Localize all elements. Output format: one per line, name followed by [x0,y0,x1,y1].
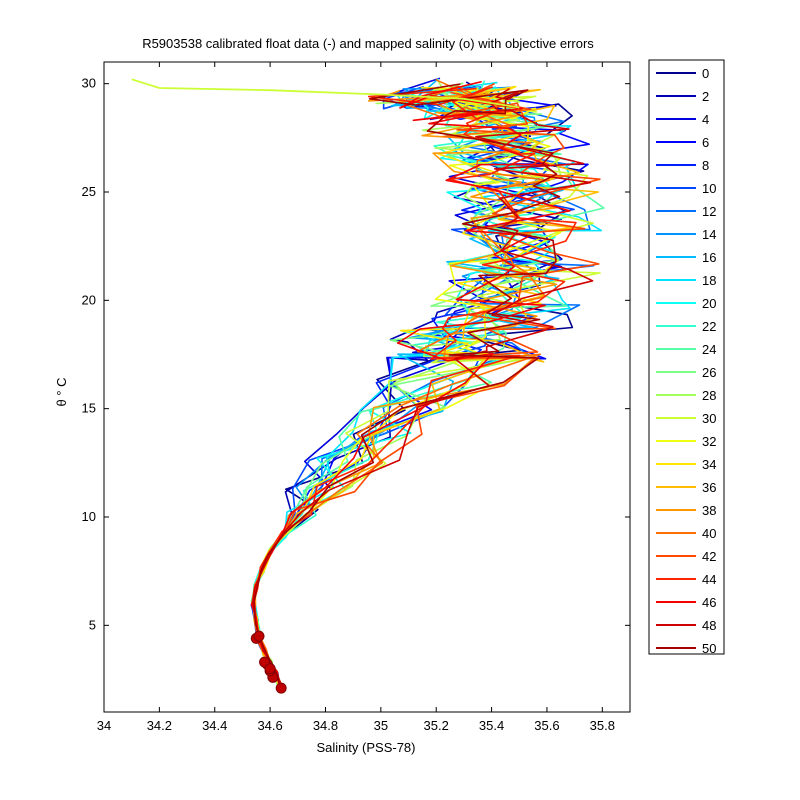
profile-line-50 [253,83,561,691]
x-tick-label: 35.8 [590,718,615,733]
legend-label: 34 [702,457,716,472]
y-tick-label: 10 [82,509,96,524]
y-tick-label: 20 [82,292,96,307]
legend-label: 10 [702,181,716,196]
legend-label: 42 [702,549,716,564]
legend-label: 26 [702,365,716,380]
legend-label: 32 [702,434,716,449]
legend-label: 48 [702,618,716,633]
mapped-salinity-point [264,663,276,675]
x-tick-label: 35.6 [534,718,559,733]
legend-label: 4 [702,112,709,127]
x-tick-label: 35.2 [424,718,449,733]
x-tick-label: 35.4 [479,718,504,733]
x-axis-ticks: 34 34.2 34.4 34.6 34.8 35 35.2 35.4 35.6 35.8 [97,62,615,733]
chart-title: R5903538 calibrated float data (-) and m… [142,36,594,51]
legend-label: 28 [702,388,716,403]
legend-label: 18 [702,273,716,288]
legend-label: 16 [702,250,716,265]
legend-label: 6 [702,135,709,150]
markers-layer [250,630,287,694]
x-axis-label: Salinity (PSS-78) [317,740,416,755]
legend-label: 22 [702,319,716,334]
profiles-layer [131,77,605,694]
legend-label: 30 [702,411,716,426]
y-tick-label: 25 [82,184,96,199]
surface-outlier-line [131,78,520,109]
x-tick-label: 35 [374,718,388,733]
legend-label: 50 [702,641,716,656]
legend-label: 24 [702,342,716,357]
y-axis-ticks: 5 10 15 20 25 30 [82,76,630,632]
legend-label: 8 [702,158,709,173]
y-tick-label: 5 [89,617,96,632]
x-tick-label: 34.2 [147,718,172,733]
x-tick-label: 34.4 [202,718,227,733]
legend-label: 40 [702,526,716,541]
legend-label: 46 [702,595,716,610]
legend-label: 12 [702,204,716,219]
x-tick-label: 34 [97,718,111,733]
profile-line-48 [252,88,594,690]
legend-label: 44 [702,572,716,587]
x-tick-label: 34.8 [313,718,338,733]
y-tick-label: 15 [82,401,96,416]
legend-label: 36 [702,480,716,495]
legend-label: 0 [702,66,709,81]
plot-area [103,61,631,713]
legend: 0246810121416182022242628303234363840424… [656,66,716,656]
legend-label: 20 [702,296,716,311]
x-tick-label: 34.6 [257,718,282,733]
mapped-salinity-point [253,630,265,642]
mapped-salinity-point [275,682,287,694]
y-tick-label: 30 [82,76,96,91]
legend-label: 2 [702,89,709,104]
legend-label: 38 [702,503,716,518]
legend-label: 14 [702,227,716,242]
y-axis-label: θ ° C [54,377,69,406]
legend-box [648,59,725,655]
